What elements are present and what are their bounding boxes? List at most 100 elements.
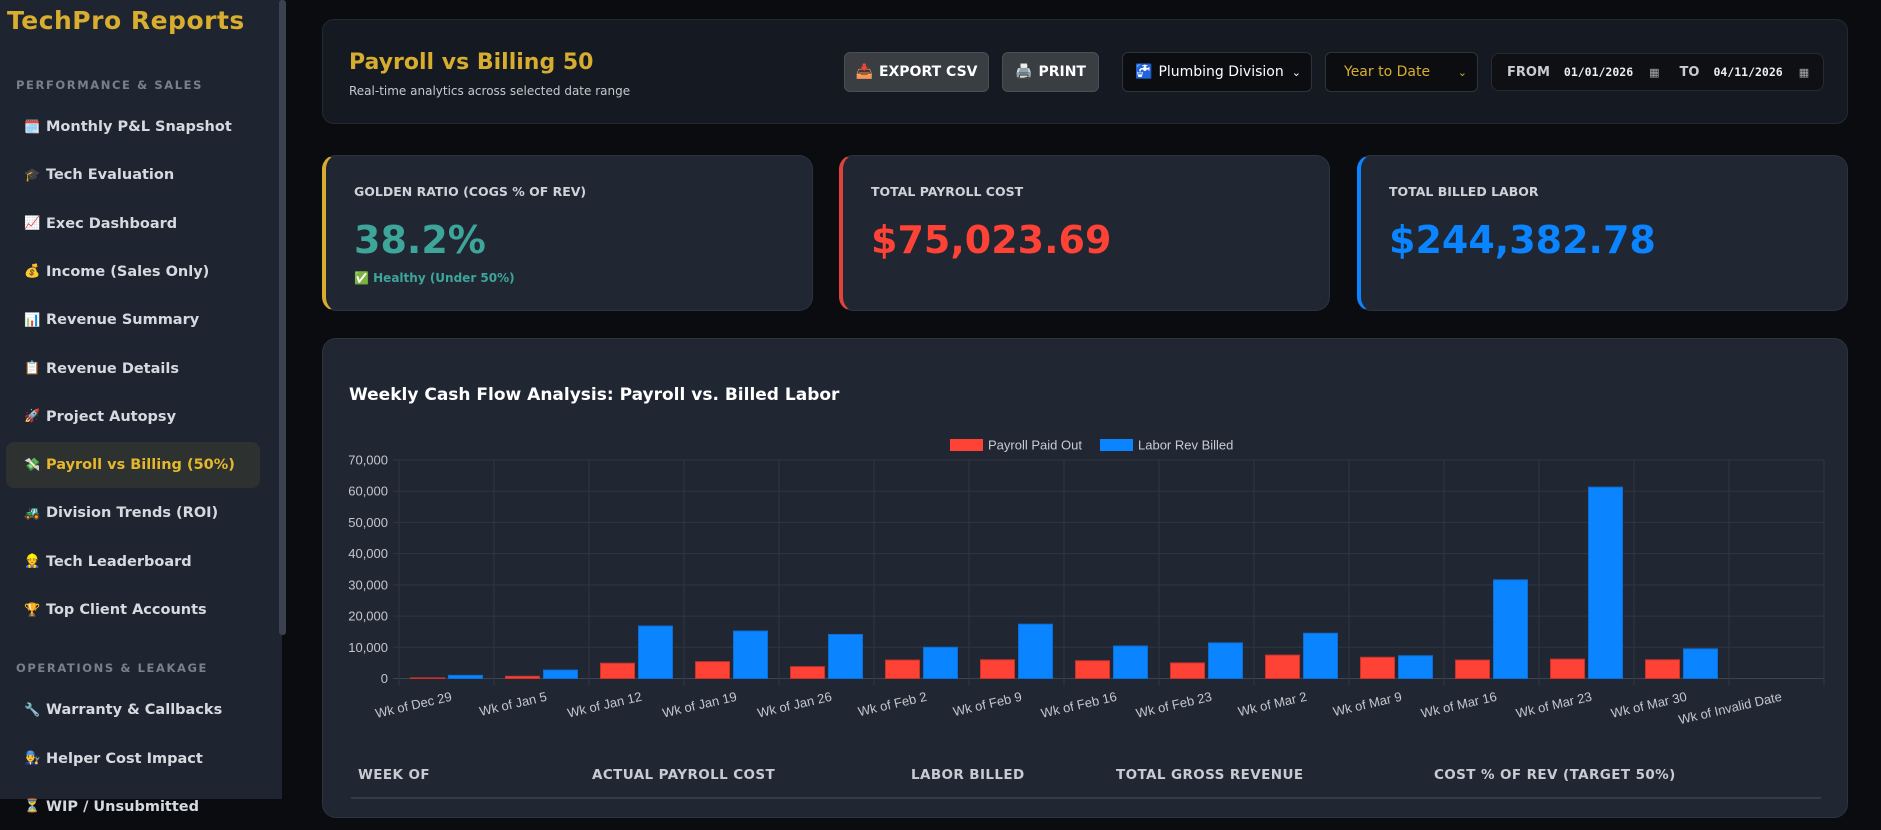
table-column-header[interactable]: TOTAL GROSS REVENUE xyxy=(1116,767,1304,783)
to-date-input[interactable]: 04/11/2026 xyxy=(1713,65,1783,79)
sidebar-item[interactable]: 📈 Exec Dashboard xyxy=(6,201,260,247)
sidebar-item-label: Payroll vs Billing (50%) xyxy=(46,457,235,474)
faucet-icon: 🚰 xyxy=(1135,64,1153,80)
table-column-header[interactable]: ACTUAL PAYROLL COST xyxy=(592,767,776,783)
date-range: FROM 01/01/2026 ▦ TO 04/11/2026 ▦ xyxy=(1491,53,1824,91)
sidebar-item-label: Revenue Details xyxy=(46,360,179,377)
billed-bar xyxy=(1018,623,1053,679)
x-tick-label: Wk of Feb 9 xyxy=(952,689,1024,719)
sidebar-item-icon: ⏳ xyxy=(24,799,41,815)
sidebar-item[interactable]: 👷 Tech Leaderboard xyxy=(6,539,260,585)
sidebar-item-icon: 🚀 xyxy=(24,409,41,425)
payroll-bar xyxy=(410,677,445,679)
x-tick-label: Wk of Jan 26 xyxy=(756,689,833,721)
kpi-value: $75,023.69 xyxy=(871,218,1112,262)
sidebar-item[interactable]: 📊 Revenue Summary xyxy=(6,297,260,343)
sidebar-item[interactable]: ⏳ WIP / Unsubmitted xyxy=(6,784,260,830)
sidebar-section-title: PERFORMANCE & SALES xyxy=(16,78,203,92)
sidebar-item[interactable]: 📋 Revenue Details xyxy=(6,346,260,392)
export-csv-label: EXPORT CSV xyxy=(878,64,978,80)
printer-icon: 🖨️ xyxy=(1015,64,1033,80)
sidebar-item[interactable]: 🚜 Division Trends (ROI) xyxy=(6,490,260,536)
legend-label: Labor Rev Billed xyxy=(1138,438,1233,453)
x-tick-label: Wk of Feb 16 xyxy=(1039,689,1118,721)
sidebar-item[interactable]: 🎓 Tech Evaluation xyxy=(6,152,260,198)
billed-bar xyxy=(1208,642,1243,679)
sidebar-item[interactable]: 🏆 Top Client Accounts xyxy=(6,587,260,633)
billed-bar xyxy=(923,646,958,679)
y-tick-label: 20,000 xyxy=(348,609,388,624)
kpi-value: 38.2% xyxy=(354,218,486,262)
x-tick-label: Wk of Invalid Date xyxy=(1677,689,1783,727)
division-select[interactable]: 🚰 Plumbing Division ⌄ xyxy=(1122,52,1312,92)
sidebar-item-label: Monthly P&L Snapshot xyxy=(46,119,232,135)
sidebar-item[interactable]: 💰 Income (Sales Only) xyxy=(6,249,260,295)
sidebar-item-label: Division Trends (ROI) xyxy=(46,505,219,522)
print-label: PRINT xyxy=(1038,64,1086,80)
table-column-header[interactable]: LABOR BILLED xyxy=(911,767,1025,783)
payroll-bar xyxy=(695,661,730,680)
kpi-card: GOLDEN RATIO (COGS % OF REV) 38.2% ✅ Hea… xyxy=(322,155,813,311)
y-tick-label: 30,000 xyxy=(348,577,388,592)
kpi-card: TOTAL BILLED LABOR $244,382.78 xyxy=(1357,155,1848,311)
kpi-label: TOTAL PAYROLL COST xyxy=(871,184,1024,199)
sidebar-item-icon: 👷 xyxy=(24,554,41,570)
legend-swatch xyxy=(1100,439,1133,451)
payroll-bar xyxy=(1075,660,1110,679)
payroll-bar xyxy=(790,666,825,680)
sidebar-item-label: Helper Cost Impact xyxy=(46,750,203,767)
sidebar-item-label: Income (Sales Only) xyxy=(46,263,210,280)
sidebar-item[interactable]: 💸 Payroll vs Billing (50%) xyxy=(6,442,260,489)
sidebar-item-icon: 🔧 xyxy=(24,702,41,718)
payroll-bar xyxy=(600,662,635,679)
table-column-header[interactable]: COST % OF REV (TARGET 50%) xyxy=(1434,767,1676,783)
sidebar-item[interactable]: 🚀 Project Autopsy xyxy=(6,394,260,440)
x-tick-label: Wk of Mar 16 xyxy=(1419,689,1498,721)
x-tick-label: Wk of Jan 12 xyxy=(566,689,643,721)
sidebar-item[interactable]: 🔧 Warranty & Callbacks xyxy=(6,687,260,733)
page-header: Payroll vs Billing 50 Real-time analytic… xyxy=(322,19,1848,124)
kpi-status-text: Healthy (Under 50%) xyxy=(373,271,515,285)
from-date-input[interactable]: 01/01/2026 xyxy=(1563,65,1634,79)
sidebar-item[interactable]: 🗓️ Monthly P&L Snapshot xyxy=(6,104,260,150)
export-csv-button[interactable]: 📥 EXPORT CSV xyxy=(844,52,989,92)
x-tick-label: Wk of Mar 2 xyxy=(1237,689,1309,719)
kpi-label: TOTAL BILLED LABOR xyxy=(1389,184,1539,199)
sidebar-item-icon: 💰 xyxy=(24,264,41,280)
calendar-icon[interactable]: ▦ xyxy=(1649,65,1660,79)
sidebar-item-icon: 📈 xyxy=(24,216,41,232)
y-tick-label: 50,000 xyxy=(348,515,388,530)
billed-bar xyxy=(1303,632,1338,680)
billed-bar xyxy=(448,674,483,679)
x-tick-label: Wk of Mar 30 xyxy=(1609,689,1688,721)
period-select[interactable]: Year to Date ⌄ xyxy=(1325,52,1478,92)
table-column-header[interactable]: WEEK OF xyxy=(358,767,430,783)
sidebar-item-icon: 🎓 xyxy=(24,167,41,183)
sidebar-item-icon: 📋 xyxy=(24,361,41,376)
x-tick-label: Wk of Mar 23 xyxy=(1514,689,1593,721)
payroll-bar xyxy=(505,675,540,680)
sidebar-item-icon: 💸 xyxy=(24,457,41,473)
payroll-bar xyxy=(1550,658,1585,680)
billed-bar xyxy=(1493,579,1528,679)
sidebar-item-label: Tech Evaluation xyxy=(46,167,175,184)
billed-bar xyxy=(828,633,863,679)
print-button[interactable]: 🖨️ PRINT xyxy=(1002,52,1099,92)
sidebar-item[interactable]: 👨‍🔧 Helper Cost Impact xyxy=(6,736,260,782)
x-tick-label: Wk of Mar 9 xyxy=(1332,689,1404,719)
chevron-down-icon: ⌄ xyxy=(1291,65,1301,79)
sidebar-scrollbar[interactable] xyxy=(279,0,286,635)
sidebar-item-label: Top Client Accounts xyxy=(46,602,207,618)
brand-logo: TechPro Reports xyxy=(7,6,245,35)
table-header-divider xyxy=(351,797,1821,799)
kpi-card: TOTAL PAYROLL COST $75,023.69 xyxy=(839,155,1330,311)
x-tick-label: Wk of Jan 5 xyxy=(478,689,548,719)
sidebar-item-label: Exec Dashboard xyxy=(46,215,178,232)
billed-bar xyxy=(1588,486,1623,679)
sidebar-item-icon: 🚜 xyxy=(24,505,41,521)
sidebar-item-icon: 👨‍🔧 xyxy=(24,751,41,767)
chart-title: Weekly Cash Flow Analysis: Payroll vs. B… xyxy=(349,385,840,405)
chevron-down-icon: ⌄ xyxy=(1457,65,1467,79)
y-tick-label: 70,000 xyxy=(348,453,388,468)
calendar-icon[interactable]: ▦ xyxy=(1798,65,1810,79)
